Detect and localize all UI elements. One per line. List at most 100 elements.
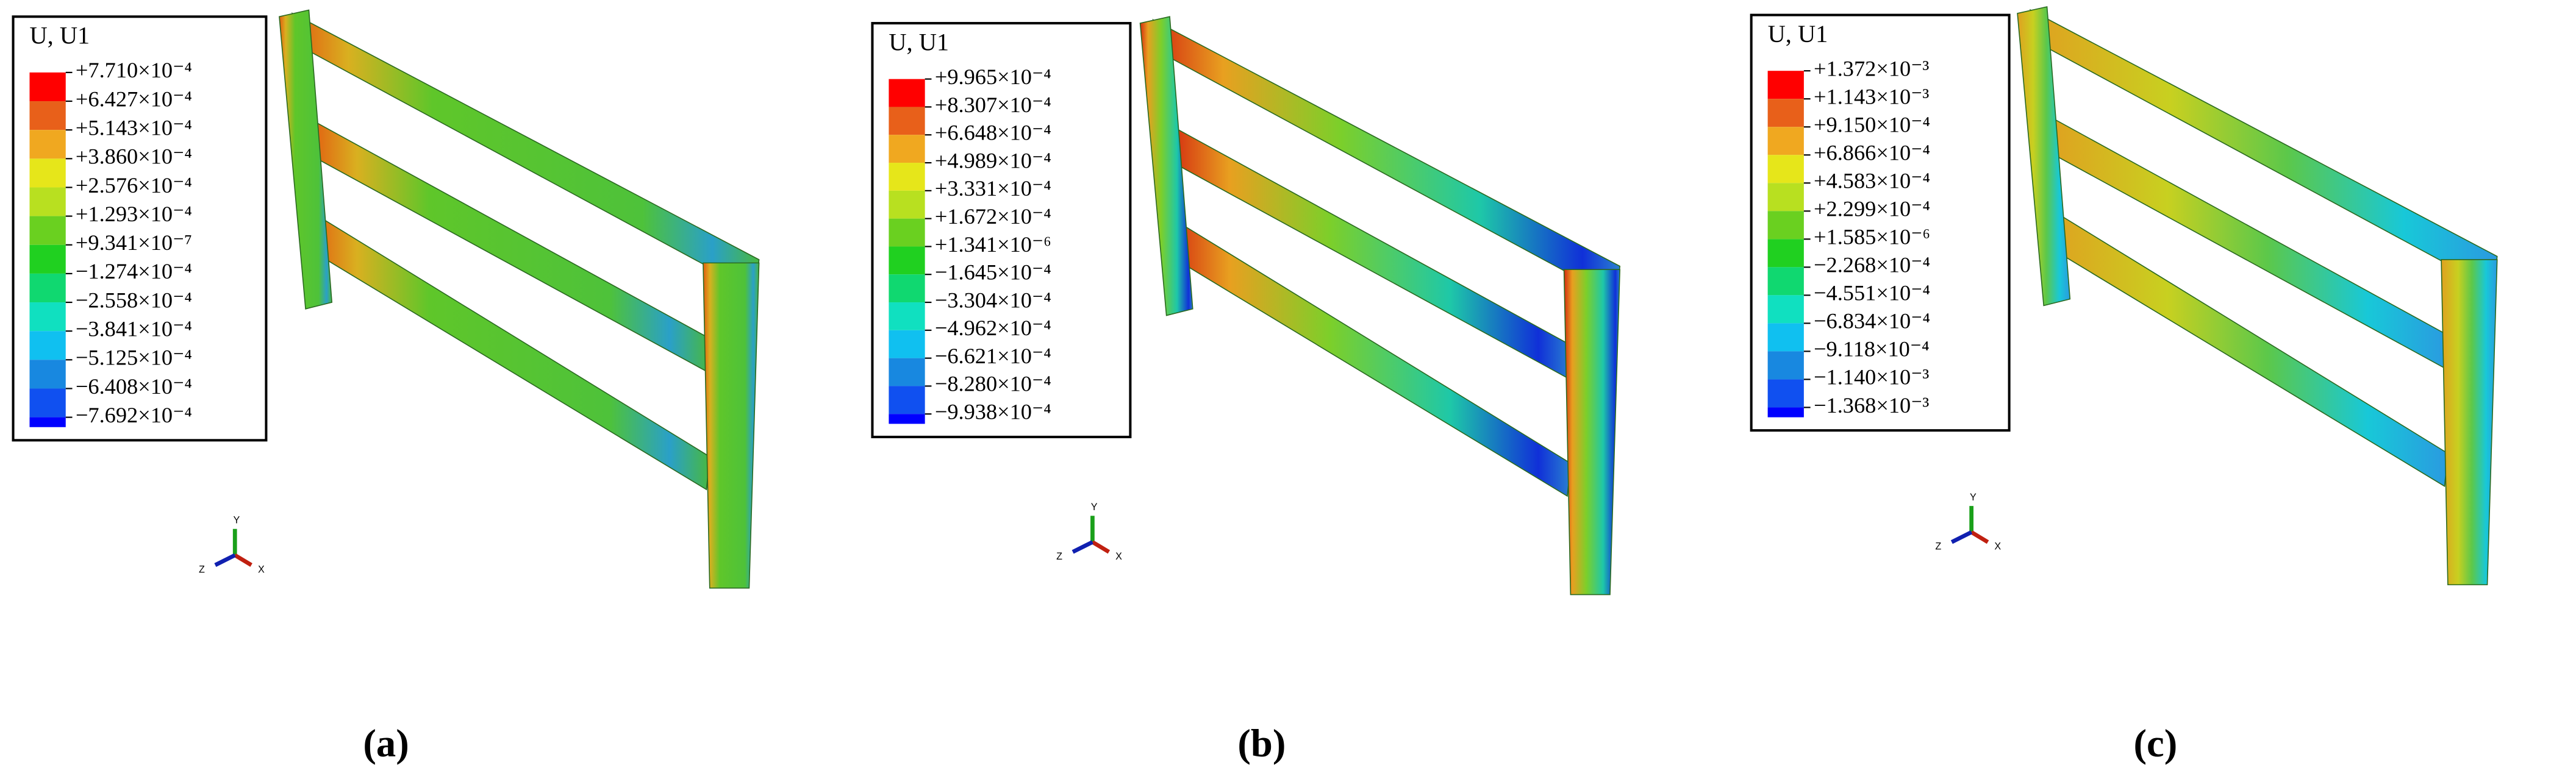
legend-label: +5.143×10⁻⁴ [76, 116, 192, 140]
legend-swatch [889, 79, 925, 107]
legend-label: −2.558×10⁻⁴ [76, 288, 192, 312]
panel: U, U1 +1.372×10⁻³ +1.143×10⁻³ +9.150×10⁻⁴ +6… [1750, 6, 2498, 766]
legend-label: +9.150×10⁻⁴ [1814, 113, 1930, 137]
legend-label: +3.860×10⁻⁴ [76, 144, 192, 169]
legend-label: −9.118×10⁻⁴ [1814, 337, 1930, 361]
axis-label: Y [1970, 492, 1977, 503]
legend-swatch [29, 130, 66, 159]
legend-label: −5.125×10⁻⁴ [76, 346, 192, 370]
legend-swatch [889, 414, 925, 424]
axis-x [1970, 530, 1989, 544]
legend-label: +8.307×10⁻⁴ [935, 93, 1051, 117]
caption: (c) [2133, 721, 2177, 766]
axis-z [1072, 540, 1093, 554]
legend-swatch [889, 107, 925, 135]
legend-swatch [29, 101, 66, 130]
legend-swatch [29, 331, 66, 360]
legend-label: −6.408×10⁻⁴ [76, 374, 192, 399]
legend-swatch [29, 273, 66, 303]
legend-label: +1.672×10⁻⁴ [935, 204, 1051, 229]
caption: (b) [1237, 721, 1286, 766]
legend-label: −1.274×10⁻⁴ [76, 259, 192, 283]
legend-label: −1.140×10⁻³ [1814, 365, 1929, 389]
frame-member [1563, 269, 1620, 595]
legend-swatch [1767, 295, 1804, 324]
legend-label: −3.304×10⁻⁴ [935, 288, 1051, 312]
legend-swatch [1767, 351, 1804, 380]
axis-z [1950, 530, 1973, 544]
legend-swatch [29, 302, 66, 332]
panel: U, U1 +7.710×10⁻⁴ +6.427×10⁻⁴ +5.143×10⁻⁴ +3… [12, 9, 760, 766]
axis-z [214, 553, 236, 567]
legend-swatch [29, 388, 66, 418]
legend-swatch [889, 218, 925, 247]
legend-swatch [29, 187, 66, 216]
legend-label: −8.280×10⁻⁴ [935, 372, 1051, 396]
legend-label: +6.648×10⁻⁴ [935, 121, 1051, 145]
legend-swatch [889, 246, 925, 275]
legend-swatch [1767, 407, 1804, 418]
axis-x [1091, 540, 1111, 554]
legend-label: +2.576×10⁻⁴ [76, 173, 192, 197]
legend-swatch [889, 386, 925, 414]
legend-label: −6.621×10⁻⁴ [935, 344, 1051, 368]
legend-label: −9.938×10⁻⁴ [935, 400, 1051, 424]
legend-swatch [29, 417, 66, 427]
axis-x [234, 553, 252, 567]
legend-label: +3.331×10⁻⁴ [935, 176, 1051, 201]
legend-label: +1.341×10⁻⁶ [935, 232, 1051, 257]
legend-label: +6.866×10⁻⁴ [1814, 141, 1930, 165]
legend-swatch [1767, 267, 1804, 296]
legend-swatch [1767, 99, 1804, 127]
legend-swatch [1767, 239, 1804, 268]
legend-label: +9.965×10⁻⁴ [935, 65, 1051, 89]
legend-swatch [889, 358, 925, 386]
axis-label: X [258, 564, 265, 575]
legend-label: +4.583×10⁻⁴ [1814, 169, 1930, 193]
legend-label: +1.293×10⁻⁴ [76, 202, 192, 226]
legend-label: +9.341×10⁻⁷ [76, 230, 192, 255]
legend-label: +7.710×10⁻⁴ [76, 58, 192, 82]
axis-label: Z [1056, 551, 1062, 562]
legend-label: −1.645×10⁻⁴ [935, 260, 1051, 285]
legend-swatch [29, 158, 66, 188]
legend-swatch [1767, 211, 1804, 240]
legend-swatch [889, 163, 925, 191]
legend-swatch [1767, 183, 1804, 211]
legend-swatch [889, 274, 925, 303]
legend-swatch [1767, 323, 1804, 352]
legend-swatch [1767, 71, 1804, 99]
legend-label: +2.299×10⁻⁴ [1814, 197, 1930, 221]
caption: (a) [363, 721, 409, 766]
frame-member [279, 9, 333, 310]
legend-label: +6.427×10⁻⁴ [76, 87, 192, 111]
legend-swatch [889, 135, 925, 163]
legend-label: −1.368×10⁻³ [1814, 393, 1929, 418]
axis-label: X [1994, 541, 2001, 552]
panel: U, U1 +9.965×10⁻⁴ +8.307×10⁻⁴ +6.648×10⁻⁴ +4… [871, 16, 1621, 766]
legend-title: U, U1 [29, 22, 90, 49]
legend-label: −4.962×10⁻⁴ [935, 316, 1051, 340]
legend-label: +1.143×10⁻³ [1814, 85, 1929, 109]
frame-member [1139, 16, 1193, 316]
legend-swatch [889, 190, 925, 219]
axis-label: X [1115, 551, 1122, 562]
frame-member [2017, 6, 2071, 307]
legend-title: U, U1 [889, 28, 949, 55]
legend-label: −2.268×10⁻⁴ [1814, 253, 1930, 277]
legend-swatch [889, 330, 925, 358]
legend-swatch [29, 244, 66, 274]
legend-label: −4.551×10⁻⁴ [1814, 281, 1930, 305]
legend-swatch [1767, 127, 1804, 155]
legend-swatch [29, 216, 66, 245]
legend-swatch [29, 72, 66, 102]
legend-swatch [889, 302, 925, 330]
frame-member [2441, 259, 2498, 586]
frame-member [703, 262, 760, 589]
legend-label: +1.585×10⁻⁶ [1814, 225, 1930, 249]
legend-swatch [1767, 155, 1804, 183]
legend-label: −7.692×10⁻⁴ [76, 403, 192, 427]
legend-label: −6.834×10⁻⁴ [1814, 309, 1930, 333]
